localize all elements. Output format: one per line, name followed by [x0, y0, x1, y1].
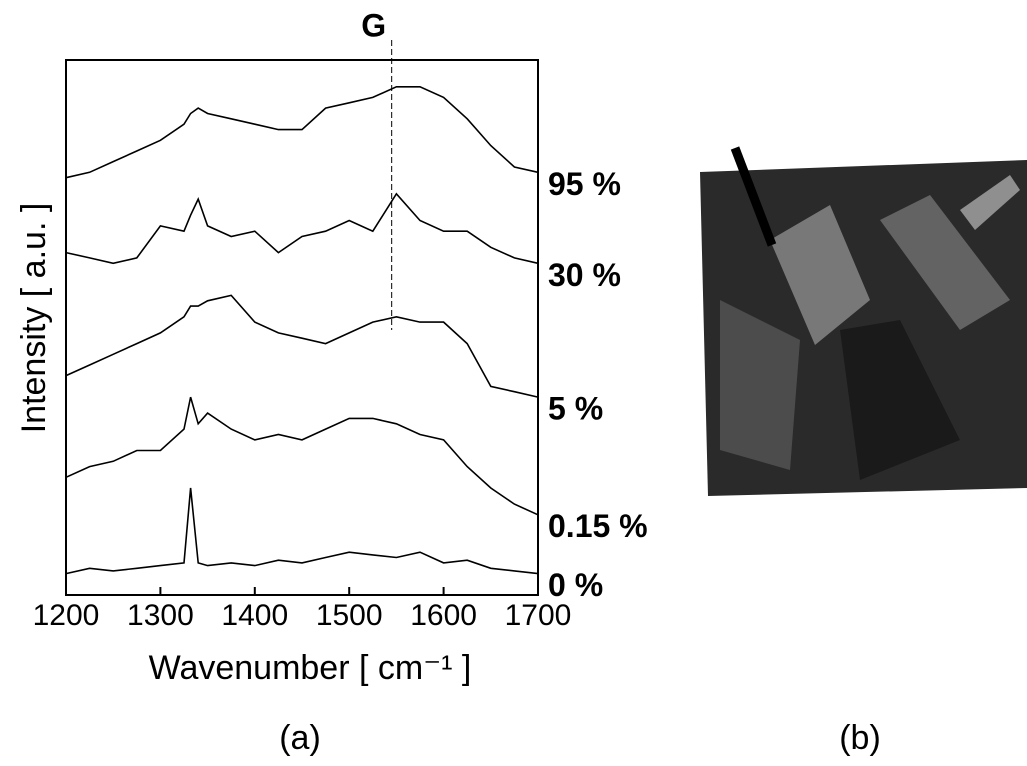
- crystal: [720, 300, 800, 470]
- series-label: 30 %: [548, 257, 621, 293]
- crystal: [770, 205, 870, 345]
- arrow: [730, 146, 777, 247]
- series-label: 5 %: [548, 391, 603, 427]
- spectrum-line: [65, 487, 539, 575]
- plot-frame: [65, 59, 539, 596]
- panel-label: (b): [839, 719, 881, 757]
- panel-label: (a): [279, 719, 321, 757]
- x-tick-label: 1400: [221, 599, 288, 632]
- x-tick-label: 1300: [127, 599, 194, 632]
- crystal: [840, 320, 960, 480]
- x-tick-label: 1600: [410, 599, 477, 632]
- spectrum-line: [65, 192, 539, 265]
- spectrum-line: [65, 396, 539, 516]
- crystal: [960, 175, 1020, 230]
- crystal: [880, 195, 1010, 330]
- x-tick-label: 1200: [33, 599, 100, 632]
- series-label: 95 %: [548, 166, 621, 202]
- annotation-label: G: [361, 7, 386, 43]
- series-label: 0.15 %: [548, 508, 648, 544]
- series-label: 0 %: [548, 567, 603, 603]
- x-tick-label: 1500: [316, 599, 383, 632]
- y-axis-label: Intensity [ a.u. ]: [15, 203, 53, 434]
- sem-image: [700, 146, 1027, 496]
- x-axis-label: Wavenumber [ cm⁻¹ ]: [149, 649, 472, 687]
- x-tick-label: 1700: [505, 599, 572, 632]
- spectrum-line: [65, 294, 539, 398]
- spectrum-line: [65, 86, 539, 179]
